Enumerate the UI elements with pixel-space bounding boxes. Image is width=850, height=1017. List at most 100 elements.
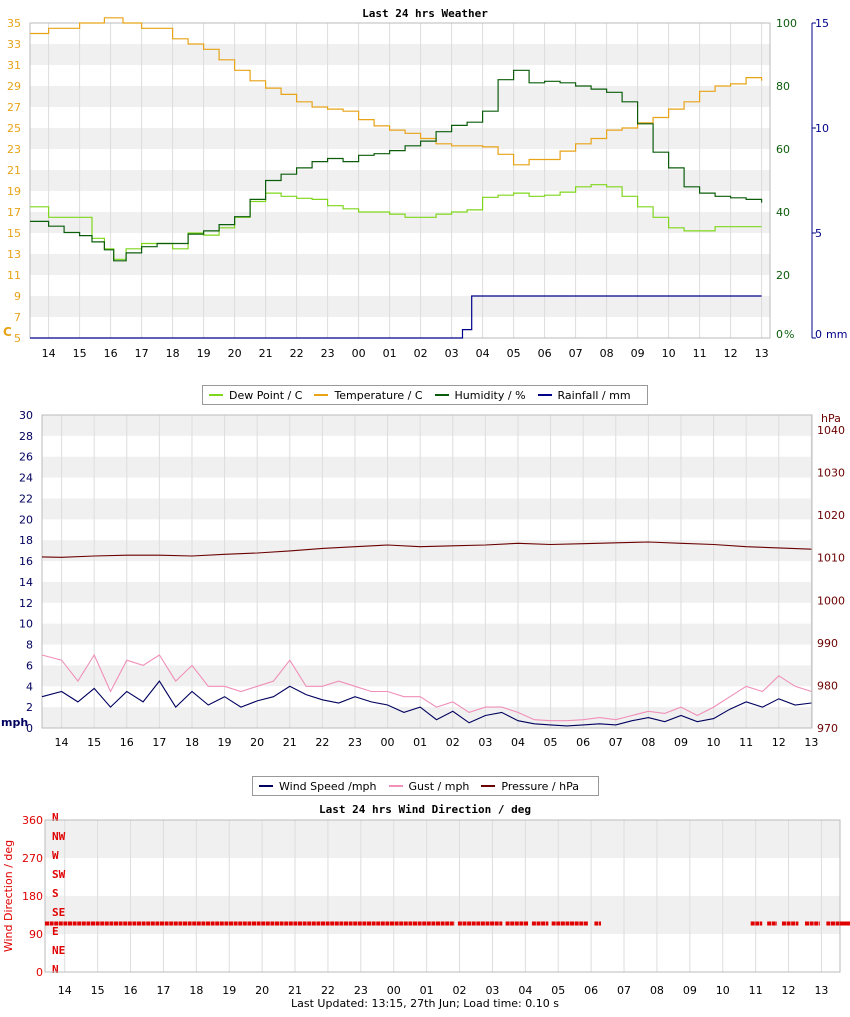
grid-band (45, 820, 840, 858)
x-tick-label: 04 (511, 736, 525, 749)
x-tick-label: 18 (185, 736, 199, 749)
x-tick-label: 09 (683, 984, 697, 997)
y-right-tick-label: 1010 (817, 552, 845, 565)
x-tick-label: 10 (707, 736, 721, 749)
y-left-tick-label: 33 (7, 38, 21, 51)
x-tick-label: 00 (381, 736, 395, 749)
y-right-unit: hPa (821, 412, 841, 425)
x-tick-label: 05 (507, 347, 521, 360)
x-tick-label: 11 (739, 736, 753, 749)
y-left-tick-label: 19 (7, 185, 21, 198)
y-left-tick-label: 14 (19, 576, 33, 589)
y-right-tick-label: 1020 (817, 509, 845, 522)
x-tick-label: 19 (218, 736, 232, 749)
x-tick-label: 20 (255, 984, 269, 997)
legend-temperature-label: Temperature / C (334, 388, 423, 402)
legend-pressure: Pressure / hPa (481, 780, 579, 793)
y-left-tick-label: 12 (19, 597, 33, 610)
legend-humidity-label: Humidity / % (454, 388, 526, 402)
y-right1-tick-label: 40 (776, 206, 790, 219)
grid-band (42, 623, 812, 645)
legend-wind-speed-label: Wind Speed /mph (279, 779, 377, 793)
compass-label: E (52, 925, 59, 938)
x-tick-label: 12 (724, 347, 738, 360)
y-left-tick-label: 6 (26, 659, 33, 672)
x-tick-label: 12 (772, 736, 786, 749)
x-tick-label: 08 (650, 984, 664, 997)
legend-rainfall-label: Rainfall / mm (557, 388, 631, 402)
legend-gust: Gust / mph (388, 779, 470, 793)
compass-label: SE (52, 906, 65, 919)
legend-humidity: Humidity / % (434, 388, 526, 402)
compass-label: NW (52, 830, 66, 843)
x-tick-label: 01 (413, 736, 427, 749)
x-tick-label: 08 (641, 736, 655, 749)
y-right2-unit: mm (826, 328, 847, 341)
x-tick-label: 13 (814, 984, 828, 997)
x-tick-label: 09 (674, 736, 688, 749)
y-right1-tick-label: 60 (776, 143, 790, 156)
legend-dew-point: Dew Point / C (209, 389, 302, 402)
y-left-tick-label: 2 (26, 701, 33, 714)
chart-title: Last 24 hrs Weather (362, 7, 488, 20)
y-left-tick-label: 10 (19, 618, 33, 631)
x-tick-label: 10 (716, 984, 730, 997)
x-tick-label: 17 (156, 984, 170, 997)
x-tick-label: 02 (446, 736, 460, 749)
y-right1-tick-label: 80 (776, 80, 790, 93)
y-left-tick-label: 180 (22, 890, 43, 903)
y-left-tick-label: 8 (26, 639, 33, 652)
grid-band (30, 296, 770, 317)
grid-band (42, 540, 812, 562)
x-tick-label: 13 (804, 736, 818, 749)
y-left-tick-label: 26 (19, 451, 33, 464)
grid-band (30, 128, 770, 149)
grid-band (42, 665, 812, 687)
compass-label: SW (52, 868, 66, 881)
temperature-swatch (314, 394, 329, 396)
x-tick-label: 23 (354, 984, 368, 997)
y-right-tick-label: 990 (817, 637, 838, 650)
grid-band (42, 456, 812, 478)
x-tick-label: 13 (755, 347, 769, 360)
x-tick-label: 14 (58, 984, 72, 997)
x-tick-label: 18 (166, 347, 180, 360)
x-tick-label: 17 (135, 347, 149, 360)
x-tick-label: 11 (693, 347, 707, 360)
wind-direction-chart: Last 24 hrs Wind Direction / deg 14 15 16 17… (2, 803, 850, 997)
y-left-tick-label: 11 (7, 269, 21, 282)
y-left-tick-label: 27 (7, 101, 21, 114)
y-axis-label: Wind Direction / deg (2, 840, 15, 952)
grid-band (30, 254, 770, 275)
grid-band (30, 44, 770, 65)
x-tick-label: 15 (73, 347, 87, 360)
compass-label: S (52, 887, 59, 900)
y-left-tick-label: 15 (7, 227, 21, 240)
y-left-tick-label: 0 (26, 722, 33, 735)
legend-gust-label: Gust / mph (408, 779, 470, 793)
x-tick-label: 11 (749, 984, 763, 997)
gust-line (41, 653, 812, 722)
grid-band (30, 170, 770, 191)
pressure-line (41, 541, 812, 558)
x-tick-label: 07 (609, 736, 623, 749)
x-tick-label: 19 (222, 984, 236, 997)
x-tick-label: 23 (321, 347, 335, 360)
humidity-line (30, 69, 763, 262)
x-tick-label: 12 (782, 984, 796, 997)
x-tick-label: 08 (600, 347, 614, 360)
y-right-tick-label: 1000 (817, 594, 845, 607)
grid-band (30, 212, 770, 233)
compass-label: N (52, 963, 59, 976)
y-left-tick-label: 17 (7, 206, 21, 219)
chart-title: Last 24 hrs Wind Direction / deg (319, 803, 531, 816)
y-left-tick-label: 25 (7, 122, 21, 135)
y-left-tick-label: 16 (19, 555, 33, 568)
x-tick-label: 16 (120, 736, 134, 749)
weather-chart: Last 24 hrs Weather 14 15 16 17 18 19 20 21 22 23 0… (3, 7, 847, 360)
x-tick-label: 02 (453, 984, 467, 997)
x-tick-label: 22 (290, 347, 304, 360)
weather-legend: Dew Point / C Temperature / C Humidity /… (202, 385, 648, 405)
y-left-tick-label: 360 (22, 814, 43, 827)
x-tick-label: 14 (55, 736, 69, 749)
